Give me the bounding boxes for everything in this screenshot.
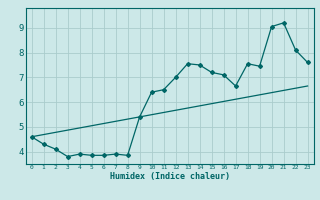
X-axis label: Humidex (Indice chaleur): Humidex (Indice chaleur) [109, 172, 230, 181]
